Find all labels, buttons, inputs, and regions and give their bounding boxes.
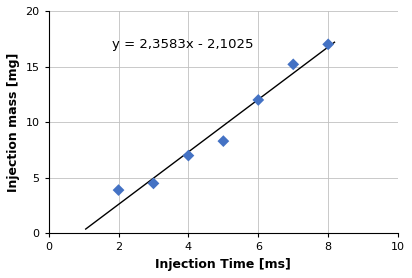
Point — [220, 139, 227, 143]
X-axis label: Injection Time [ms]: Injection Time [ms] — [155, 258, 291, 271]
Point — [290, 62, 297, 66]
Point — [115, 188, 122, 192]
Text: y = 2,3583x - 2,1025: y = 2,3583x - 2,1025 — [112, 38, 253, 51]
Point — [185, 153, 192, 158]
Point — [255, 98, 262, 102]
Point — [325, 42, 332, 46]
Y-axis label: Injection mass [mg]: Injection mass [mg] — [7, 53, 20, 192]
Point — [150, 181, 157, 186]
